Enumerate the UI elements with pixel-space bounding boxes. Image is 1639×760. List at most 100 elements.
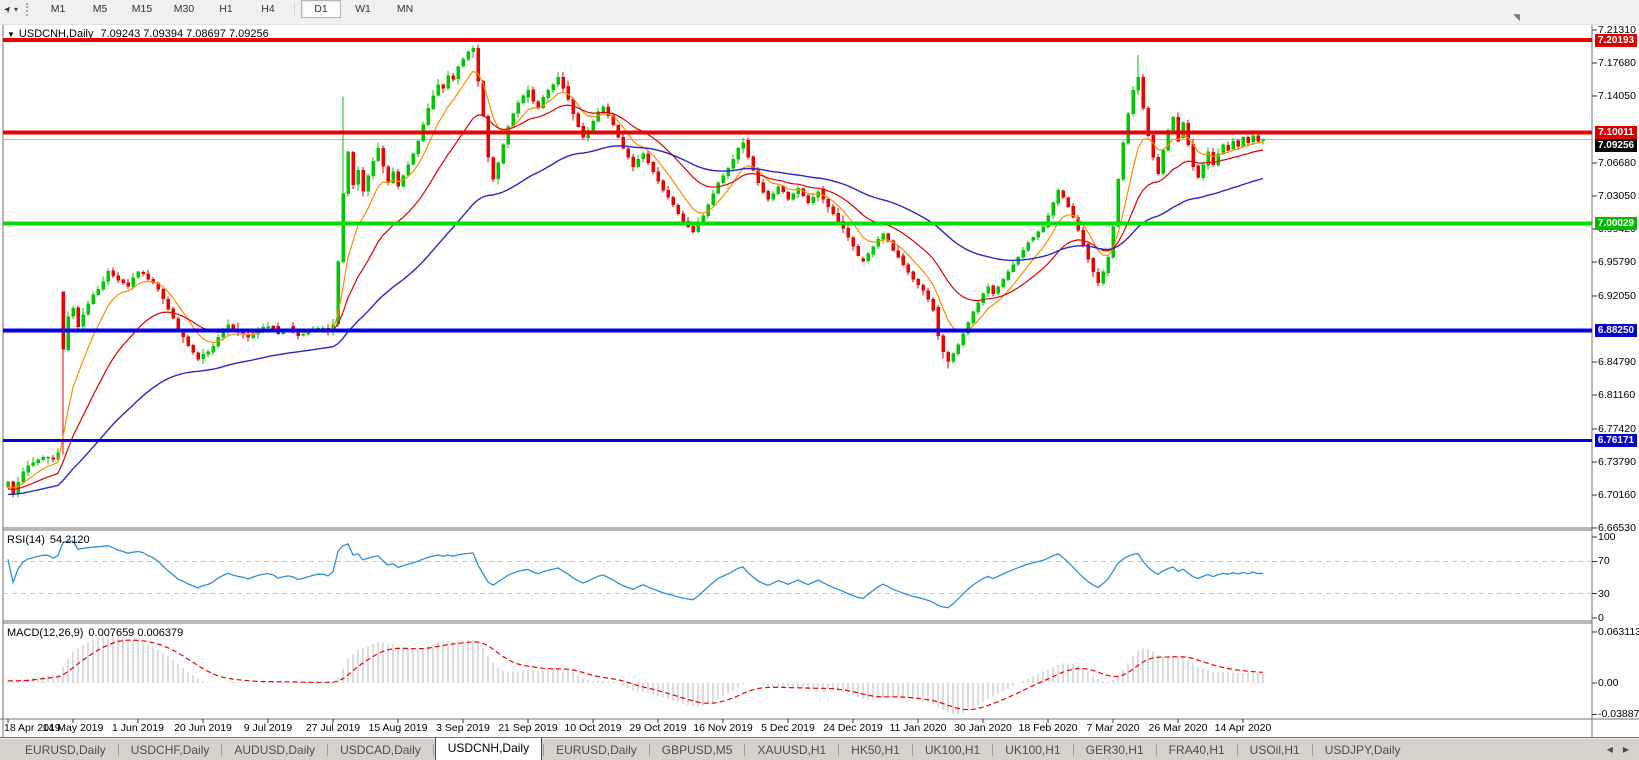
tab-separator [744,743,746,756]
timeframe-button-d1[interactable]: D1 [301,0,342,18]
rsi-tick-label: 70 [1598,555,1610,568]
chart-title: ▼ USDCNH,Daily 7.09243 7.09394 7.08697 7.0… [7,28,269,40]
chart-tab-usdjpy-daily[interactable]: USDJPY,Daily [1324,742,1401,757]
tab-scroll-right-icon[interactable]: ▶ [1622,745,1629,754]
tab-separator [992,743,994,756]
level-price-badge: 6.88250 [1595,324,1637,338]
chart-tab-xauusd-h1[interactable]: XAUUSD,H1 [757,742,827,757]
tab-separator [327,743,329,756]
date-tick-label: 21 Sep 2019 [498,722,558,734]
tab-separator [1236,743,1238,756]
level-price-badge: 7.20193 [1595,33,1637,47]
rsi-tick-label: 30 [1598,587,1610,600]
dropdown-caret-icon[interactable]: ▾ [14,4,19,14]
chart-tab-eurusd-daily[interactable]: EURUSD,Daily [25,742,106,757]
price-tick-label: 6.84790 [1598,356,1636,368]
price-tick-label: 6.77420 [1598,423,1636,435]
date-tick-label: 3 Sep 2019 [436,722,490,734]
macd-name: MACD(12,26,9) [7,627,84,639]
toolbar-separator [294,2,296,16]
collapse-caret-icon[interactable]: ▼ [7,30,15,39]
price-tick-label: 6.81160 [1598,389,1636,401]
date-tick-label: 27 Jul 2019 [305,722,361,734]
scroll-to-end-icon[interactable]: ◥ [1513,12,1520,22]
date-tick-label: 14 May 2019 [42,722,104,734]
tab-separator [648,743,650,756]
chart-ohlc-values: 7.09243 7.09394 7.08697 7.09256 [100,28,269,40]
tab-separator [221,743,223,756]
tab-separator [1155,743,1157,756]
rsi-value: 54.2120 [49,534,90,546]
price-tick-label: 6.66530 [1598,522,1636,534]
date-tick-label: 16 Nov 2019 [693,722,753,734]
date-tick-label: 30 Jan 2020 [954,722,1012,734]
macd-tick-label: 0.063113 [1598,626,1639,638]
date-tick-label: 24 Dec 2019 [823,722,883,734]
chart-symbol-label: USDCNH,Daily [18,28,94,40]
level-price-badge: 7.00029 [1595,216,1637,230]
macd-tick-label: -0.038872 [1598,708,1639,721]
tab-separator [838,743,840,756]
price-tick-label: 6.73790 [1598,456,1636,468]
chart-tab-usdcad-daily[interactable]: USDCAD,Daily [340,742,421,757]
date-tick-label: 20 Jun 2019 [174,722,232,734]
timeframe-button-h1[interactable]: H1 [219,3,233,15]
price-tick-label: 6.95790 [1598,256,1636,268]
tab-separator [543,743,545,756]
price-tick-label: 7.06680 [1598,157,1636,169]
chart-tab-usoil-h1[interactable]: USOil,H1 [1249,742,1300,757]
price-tick-label: 7.14050 [1598,90,1636,102]
rsi-indicator-label: RSI(14) 54.2120 [7,534,90,546]
rsi-tick-label: 100 [1598,530,1616,543]
rsi-name: RSI(14) [7,534,45,546]
toolbar-grip [26,2,31,16]
date-tick-label: 11 Jan 2020 [889,722,947,734]
date-tick-label: 7 Mar 2020 [1086,722,1140,734]
tab-separator [432,743,434,756]
date-tick-label: 9 Jul 2019 [243,722,293,734]
timeframe-button-w1[interactable]: W1 [355,3,371,15]
chart-tab-audusd-daily[interactable]: AUDUSD,Daily [234,742,316,757]
tab-separator [1072,743,1074,756]
chart-tab-hk50-h1[interactable]: HK50,H1 [851,742,900,757]
chart-tab-gbpusd-m5[interactable]: GBPUSD,M5 [661,742,733,757]
price-tick-label: 6.70160 [1598,489,1636,501]
timeframe-button-m30[interactable]: M30 [173,3,195,15]
cursor-tool-icon[interactable]: ➤ [1,2,14,15]
chart-tab-uk100-h1[interactable]: UK100,H1 [1005,742,1061,757]
date-tick-label: 5 Dec 2019 [761,722,815,734]
macd-tick-label: 0.00 [1598,677,1619,689]
rsi-tick-label: 0 [1598,612,1604,624]
chart-tab-usdcnh-daily[interactable]: USDCNH,Daily [434,738,543,760]
timeframe-button-mn[interactable]: MN [396,3,414,15]
chart-tab-bar: EURUSD,Daily USDCHF,Daily AUDUSD,Daily USDC… [0,737,1639,760]
price-tick-label: 7.17680 [1598,57,1636,69]
timeframe-button-m5[interactable]: M5 [92,3,108,15]
price-tick-label: 7.21310 [1598,24,1636,36]
level-price-badge: 7.10011 [1595,126,1637,140]
timeframe-button-m1[interactable]: M1 [50,3,66,15]
date-tick-label: 10 Oct 2019 [564,722,622,734]
timeframe-toolbar: ➤ ▾ M1 M5 M15 M30 H1 H4 D1 W1 MN ◥ [0,0,1639,25]
date-tick-label: 18 Apr 2019 [4,722,61,734]
chart-tab-eurusd-daily[interactable]: EURUSD,Daily [556,742,637,757]
tab-scroll-left-icon[interactable]: ◀ [1606,745,1613,754]
timeframe-button-m15[interactable]: M15 [131,3,153,15]
date-tick-label: 1 Jun 2019 [112,722,164,734]
chart-tab-usdchf-daily[interactable]: USDCHF,Daily [130,742,210,757]
chart-tab-uk100-h1[interactable]: UK100,H1 [924,742,981,757]
chart-tab-fra40-h1[interactable]: FRA40,H1 [1168,742,1225,757]
macd-indicator-label: MACD(12,26,9) 0.007659 0.006379 [7,627,183,639]
chart-tab-ger30-h1[interactable]: GER30,H1 [1085,742,1144,757]
tab-separator [1311,743,1313,756]
level-price-badge: 6.76171 [1595,433,1637,447]
tab-separator [117,743,119,756]
date-tick-label: 29 Oct 2019 [629,722,687,734]
price-tick-label: 7.03050 [1598,190,1636,202]
timeframe-button-h4[interactable]: H4 [261,3,275,15]
tab-separator [911,743,913,756]
date-tick-label: 15 Aug 2019 [368,722,428,734]
date-tick-label: 18 Feb 2020 [1018,722,1078,734]
